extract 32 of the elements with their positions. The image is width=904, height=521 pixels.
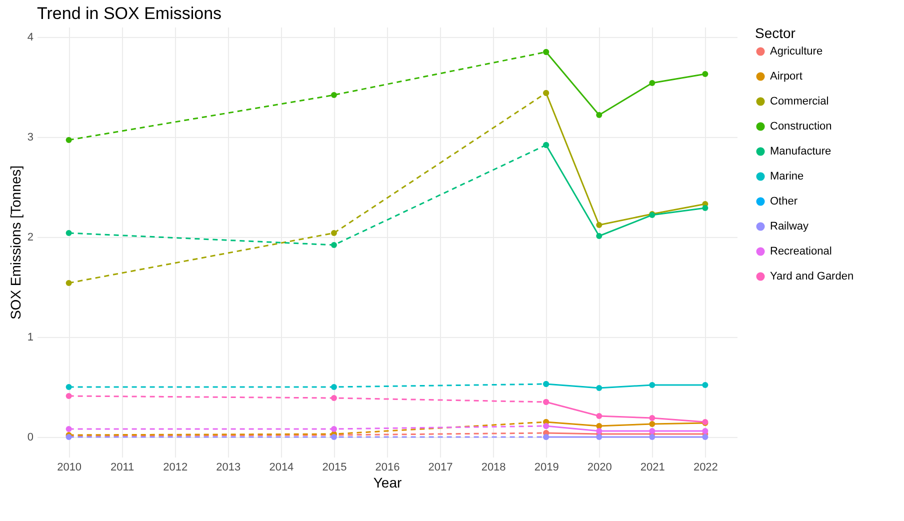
legend-title: Sector xyxy=(755,25,796,41)
x-tick-label: 2020 xyxy=(587,462,612,474)
y-tick-label: 4 xyxy=(27,32,34,44)
chart-title: Trend in SOX Emissions xyxy=(37,4,222,23)
legend-label: Other xyxy=(770,196,798,208)
legend-label: Agriculture xyxy=(770,46,823,58)
x-tick-label: 2019 xyxy=(534,462,559,474)
x-tick-label: 2014 xyxy=(269,462,294,474)
legend-label: Yard and Garden xyxy=(770,270,854,282)
y-axis-title: SOX Emissions [Tonnes] xyxy=(7,165,24,320)
legend-label: Railway xyxy=(770,220,810,232)
legend-label: Construction xyxy=(770,120,832,132)
legend-label: Airport xyxy=(770,70,802,82)
x-tick-label: 2016 xyxy=(375,462,400,474)
y-tick-label: 2 xyxy=(27,232,34,244)
x-tick-label: 2013 xyxy=(216,462,241,474)
x-tick-label: 2022 xyxy=(693,462,718,474)
y-tick-label: 1 xyxy=(27,332,34,344)
legend-label: Recreational xyxy=(770,246,832,258)
x-tick-label: 2021 xyxy=(640,462,665,474)
x-tick-label: 2017 xyxy=(428,462,453,474)
y-tick-label: 0 xyxy=(27,432,34,444)
legend-label: Commercial xyxy=(770,96,829,108)
x-axis-title: Year xyxy=(373,474,402,490)
x-tick-label: 2011 xyxy=(110,462,134,474)
x-tick-label: 2018 xyxy=(481,462,506,474)
x-tick-label: 2015 xyxy=(322,462,347,474)
x-tick-label: 2010 xyxy=(57,462,82,474)
legend-label: Manufacture xyxy=(770,146,832,158)
y-tick-label: 3 xyxy=(27,132,34,144)
legend-label: Marine xyxy=(770,170,804,182)
x-tick-label: 2012 xyxy=(163,462,188,474)
